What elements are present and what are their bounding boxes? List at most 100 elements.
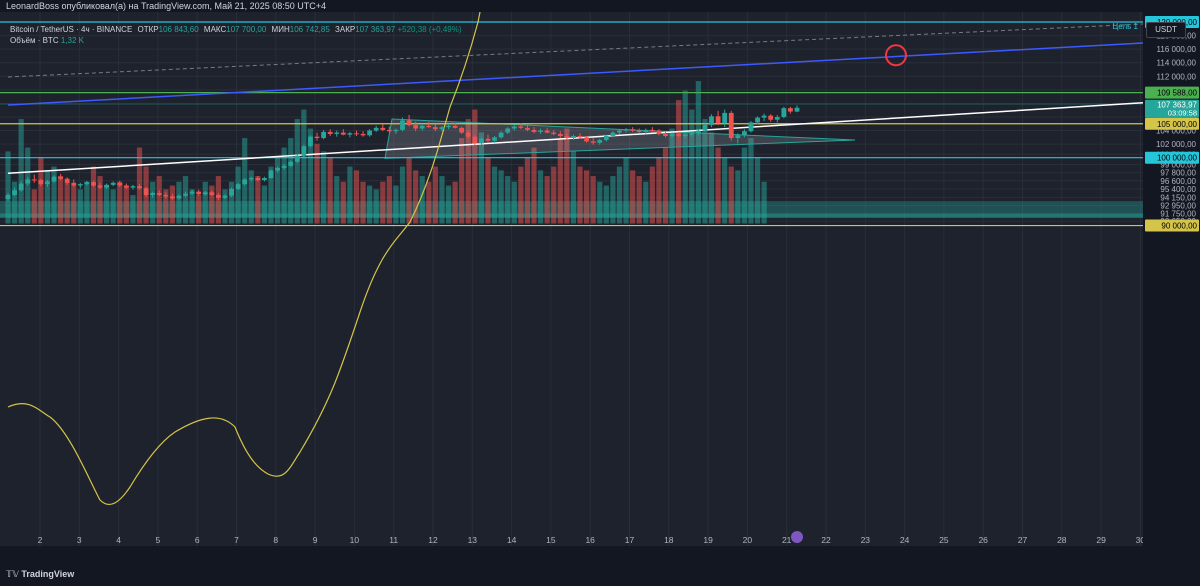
target-circle	[885, 44, 907, 67]
volume-bar	[682, 90, 688, 224]
candle-body	[597, 140, 603, 143]
candle-body	[426, 125, 432, 128]
volume-bar	[163, 189, 169, 224]
volume-bar	[597, 181, 603, 224]
candle-body	[117, 182, 123, 186]
candle-body	[584, 137, 589, 142]
candle-body	[340, 132, 346, 135]
level-badge-label: 109 588,00	[1157, 89, 1198, 98]
volume-bar	[754, 157, 761, 224]
candle-body	[538, 130, 543, 132]
volume-bar	[485, 157, 491, 224]
volume-bar	[551, 166, 557, 224]
volume-bar	[413, 170, 419, 224]
candle-body	[163, 195, 169, 197]
candle-body	[156, 192, 162, 196]
volume-bar	[478, 132, 484, 224]
candle-body	[695, 130, 701, 134]
currency-button[interactable]: USDT	[1146, 22, 1186, 38]
volume-bar	[51, 166, 57, 224]
volume-bar	[268, 166, 274, 224]
volume-bar	[353, 170, 360, 224]
candle-body	[150, 192, 156, 196]
candle-body	[518, 126, 524, 128]
volume-label[interactable]: Объём · BTC	[10, 36, 59, 45]
candle-body	[380, 127, 386, 130]
candle-body	[45, 181, 50, 185]
close-label: ЗАКР	[335, 25, 356, 34]
volume-bar	[630, 170, 636, 224]
candle-body	[669, 133, 675, 136]
volume-bar	[196, 195, 202, 224]
candle-body	[386, 129, 392, 132]
volume-bar	[505, 176, 511, 224]
symbol-label[interactable]: Bitcoin / TetherUS · 4ч · BINANCE	[10, 25, 133, 34]
candle-body	[354, 133, 359, 135]
volume-bar	[222, 189, 228, 224]
y-tick-label: 92 950,00	[1160, 202, 1196, 211]
volume-bar	[465, 119, 471, 224]
y-tick-label: 97 800,00	[1160, 169, 1196, 178]
volume-bar	[123, 185, 129, 224]
volume-bar	[590, 176, 596, 224]
candle-body	[406, 120, 412, 126]
volume-bar	[393, 185, 399, 224]
volume-bar	[274, 157, 281, 224]
volume-bar	[228, 181, 235, 224]
volume-bar	[189, 189, 195, 224]
level-badge-label: 105 000,00	[1157, 120, 1198, 129]
hand-drawn-curve	[7, 12, 481, 505]
volume-bar	[715, 147, 721, 224]
price-chart[interactable]: Цель 12 3 4 5 6 7 8 9 10 11 12 13 14 15 16 17 18 19 20 21 22…	[0, 12, 1143, 546]
x-tick-label: 13	[468, 535, 478, 545]
close-value: 107 363,97	[355, 25, 396, 34]
x-tick-label: 28	[1057, 535, 1067, 545]
volume-value: 1,32 K	[60, 36, 84, 45]
high-value: 107 700,00	[226, 25, 267, 34]
x-tick-label: 6	[195, 535, 200, 545]
level-badge-label: 90 000,00	[1161, 222, 1197, 231]
candle-body	[557, 133, 563, 136]
low-value: 106 742,85	[289, 25, 330, 34]
volume-bar	[255, 176, 261, 224]
candle-body	[262, 178, 267, 181]
event-lightning-icon	[791, 531, 803, 543]
candle-body	[196, 191, 202, 195]
volume-bar	[235, 166, 241, 224]
volume-bar	[741, 147, 747, 224]
candle-body	[143, 188, 149, 196]
volume-bar	[399, 166, 406, 224]
candle-body	[222, 195, 228, 198]
change-value: +520,38 (+0,49%)	[397, 25, 462, 34]
volume-bar	[373, 189, 379, 224]
volume-bar	[97, 176, 103, 224]
x-tick-label: 14	[507, 535, 517, 545]
volume-bar	[472, 109, 478, 224]
candle-body	[51, 176, 57, 182]
volume-bar	[511, 181, 517, 224]
volume-bar	[491, 166, 498, 224]
x-tick-label: 16	[585, 535, 595, 545]
candle-body	[77, 184, 83, 186]
volume-bar	[307, 128, 314, 224]
candle-body	[649, 129, 655, 131]
volume-bar	[623, 157, 629, 224]
target-label: Цель 1	[1112, 22, 1138, 31]
candle-body	[643, 129, 649, 132]
candle-body	[742, 131, 747, 136]
volume-bar	[676, 100, 682, 224]
candle-body	[242, 179, 248, 185]
y-tick-label: 114 000,00	[1157, 59, 1197, 68]
x-tick-label: 20	[743, 535, 753, 545]
volume-bar	[524, 157, 531, 224]
candle-body	[31, 179, 37, 181]
candle-body	[321, 131, 326, 139]
volume-bar	[531, 147, 537, 224]
candle-body	[97, 185, 103, 188]
y-tick-label: 91 750,00	[1160, 210, 1196, 219]
volume-bar	[452, 181, 458, 224]
chart-plot-area[interactable]: Цель 1 2 3 4 5 6 7 8 9 10 11 12 13 14 15 16 17 18 19 20 21 22…	[0, 12, 1143, 546]
candle-body	[216, 195, 221, 198]
